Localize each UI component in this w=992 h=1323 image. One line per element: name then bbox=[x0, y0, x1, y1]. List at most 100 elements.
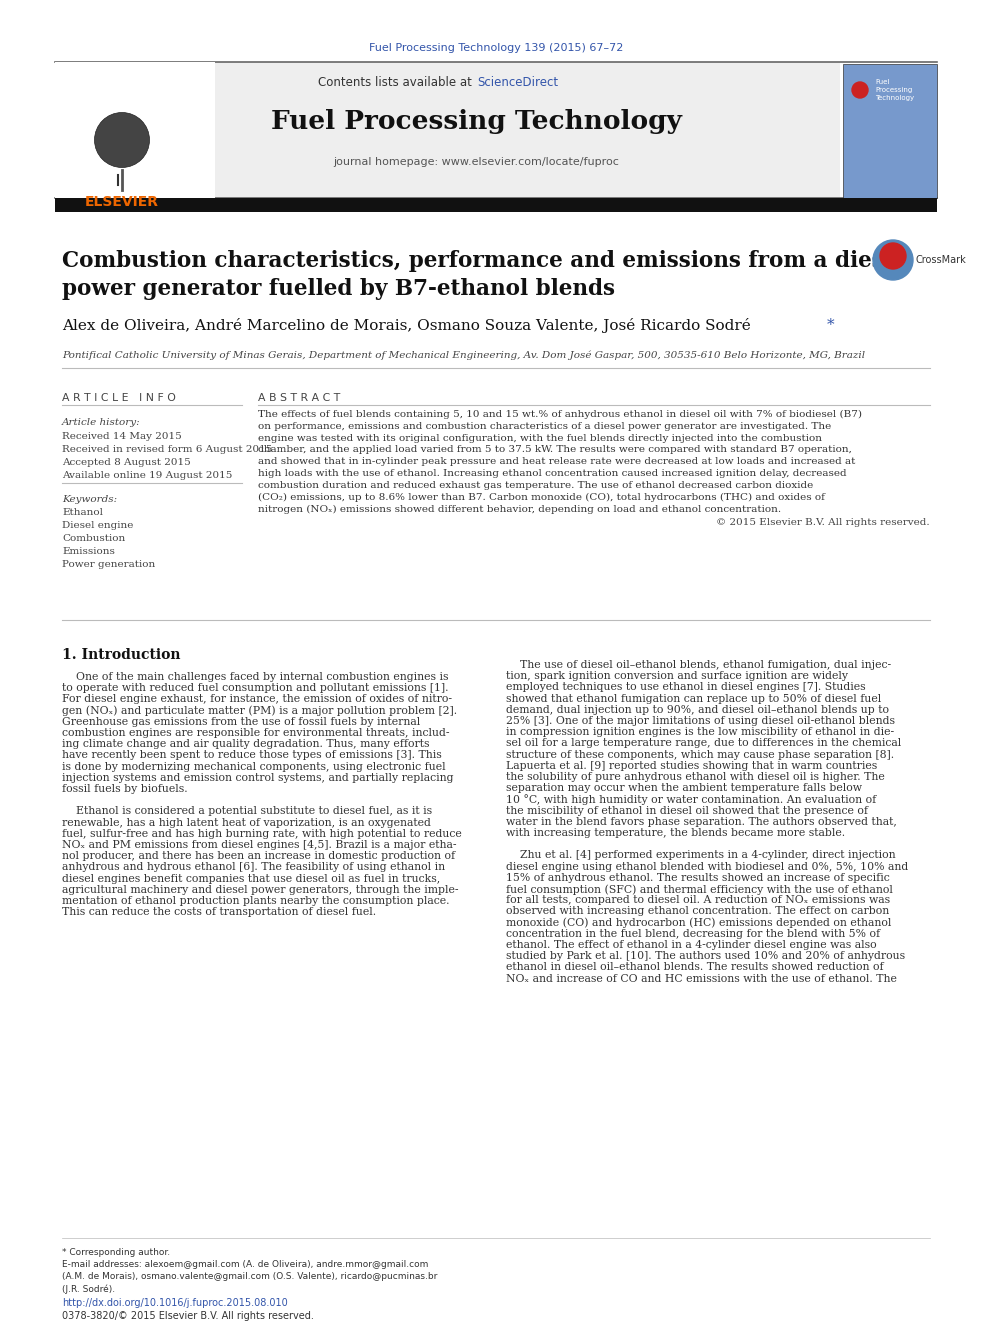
Bar bbox=[55, 62, 840, 198]
Text: © 2015 Elsevier B.V. All rights reserved.: © 2015 Elsevier B.V. All rights reserved… bbox=[716, 519, 930, 527]
Text: fuel consumption (SFC) and thermal efficiency with the use of ethanol: fuel consumption (SFC) and thermal effic… bbox=[506, 884, 893, 894]
Text: diesel engine using ethanol blended with biodiesel and 0%, 5%, 10% and: diesel engine using ethanol blended with… bbox=[506, 861, 909, 872]
Text: Combustion characteristics, performance and emissions from a diesel: Combustion characteristics, performance … bbox=[62, 250, 906, 273]
Circle shape bbox=[880, 243, 906, 269]
Text: tion, spark ignition conversion and surface ignition are widely: tion, spark ignition conversion and surf… bbox=[506, 671, 848, 681]
Text: agricultural machinery and diesel power generators, through the imple-: agricultural machinery and diesel power … bbox=[62, 885, 458, 894]
Text: 10 °C, with high humidity or water contamination. An evaluation of: 10 °C, with high humidity or water conta… bbox=[506, 794, 876, 806]
Text: Ethanol: Ethanol bbox=[62, 508, 103, 517]
Text: The use of diesel oil–ethanol blends, ethanol fumigation, dual injec-: The use of diesel oil–ethanol blends, et… bbox=[506, 660, 891, 669]
Text: For diesel engine exhaust, for instance, the emission of oxides of nitro-: For diesel engine exhaust, for instance,… bbox=[62, 695, 452, 704]
Text: ing climate change and air quality degradation. Thus, many efforts: ing climate change and air quality degra… bbox=[62, 740, 430, 749]
Text: fuel, sulfur-free and has high burning rate, with high potential to reduce: fuel, sulfur-free and has high burning r… bbox=[62, 828, 461, 839]
Text: engine was tested with its original configuration, with the fuel blends directly: engine was tested with its original conf… bbox=[258, 434, 822, 443]
Circle shape bbox=[852, 82, 868, 98]
Text: nitrogen (NOₓ) emissions showed different behavior, depending on load and ethano: nitrogen (NOₓ) emissions showed differen… bbox=[258, 504, 781, 513]
Text: (CO₂) emissions, up to 8.6% lower than B7. Carbon monoxide (CO), total hydrocarb: (CO₂) emissions, up to 8.6% lower than B… bbox=[258, 492, 825, 501]
Text: Accepted 8 August 2015: Accepted 8 August 2015 bbox=[62, 458, 190, 467]
Text: have recently been spent to reduce those types of emissions [3]. This: have recently been spent to reduce those… bbox=[62, 750, 441, 761]
Text: chamber, and the applied load varied from 5 to 37.5 kW. The results were compare: chamber, and the applied load varied fro… bbox=[258, 446, 852, 454]
Text: Ethanol is considered a potential substitute to diesel fuel, as it is: Ethanol is considered a potential substi… bbox=[62, 807, 433, 816]
Text: ethanol in diesel oil–ethanol blends. The results showed reduction of: ethanol in diesel oil–ethanol blends. Th… bbox=[506, 962, 884, 972]
Text: Fuel Processing Technology 139 (2015) 67–72: Fuel Processing Technology 139 (2015) 67… bbox=[369, 44, 623, 53]
Text: ELSEVIER: ELSEVIER bbox=[85, 194, 159, 209]
Text: renewable, has a high latent heat of vaporization, is an oxygenated: renewable, has a high latent heat of vap… bbox=[62, 818, 431, 828]
Text: Received 14 May 2015: Received 14 May 2015 bbox=[62, 433, 182, 441]
Text: Greenhouse gas emissions from the use of fossil fuels by internal: Greenhouse gas emissions from the use of… bbox=[62, 717, 421, 726]
Text: (A.M. de Morais), osmano.valente@gmail.com (O.S. Valente), ricardo@pucminas.br: (A.M. de Morais), osmano.valente@gmail.c… bbox=[62, 1271, 437, 1281]
Text: Emissions: Emissions bbox=[62, 546, 115, 556]
Text: diesel engines benefit companies that use diesel oil as fuel in trucks,: diesel engines benefit companies that us… bbox=[62, 873, 440, 884]
Text: nol producer, and there has been an increase in domestic production of: nol producer, and there has been an incr… bbox=[62, 851, 455, 861]
Text: http://dx.doi.org/10.1016/j.fuproc.2015.08.010: http://dx.doi.org/10.1016/j.fuproc.2015.… bbox=[62, 1298, 288, 1308]
Text: the solubility of pure anhydrous ethanol with diesel oil is higher. The: the solubility of pure anhydrous ethanol… bbox=[506, 773, 885, 782]
Text: Power generation: Power generation bbox=[62, 560, 156, 569]
Text: *: * bbox=[827, 318, 834, 332]
Text: injection systems and emission control systems, and partially replacing: injection systems and emission control s… bbox=[62, 773, 453, 783]
Text: NOₓ and increase of CO and HC emissions with the use of ethanol. The: NOₓ and increase of CO and HC emissions … bbox=[506, 974, 897, 983]
Text: studied by Park et al. [10]. The authors used 10% and 20% of anhydrous: studied by Park et al. [10]. The authors… bbox=[506, 951, 905, 962]
Text: for all tests, compared to diesel oil. A reduction of NOₓ emissions was: for all tests, compared to diesel oil. A… bbox=[506, 896, 890, 905]
Text: NOₓ and PM emissions from diesel engines [4,5]. Brazil is a major etha-: NOₓ and PM emissions from diesel engines… bbox=[62, 840, 456, 849]
Text: The effects of fuel blends containing 5, 10 and 15 wt.% of anhydrous ethanol in : The effects of fuel blends containing 5,… bbox=[258, 410, 862, 419]
Text: separation may occur when the ambient temperature falls below: separation may occur when the ambient te… bbox=[506, 783, 862, 794]
Text: with increasing temperature, the blends became more stable.: with increasing temperature, the blends … bbox=[506, 828, 845, 837]
Text: 25% [3]. One of the major limitations of using diesel oil-ethanol blends: 25% [3]. One of the major limitations of… bbox=[506, 716, 895, 726]
Text: power generator fuelled by B7-ethanol blends: power generator fuelled by B7-ethanol bl… bbox=[62, 278, 615, 300]
Text: Contents lists available at: Contents lists available at bbox=[318, 75, 476, 89]
Text: water in the blend favors phase separation. The authors observed that,: water in the blend favors phase separati… bbox=[506, 816, 897, 827]
Text: Fuel Processing Technology: Fuel Processing Technology bbox=[271, 110, 682, 135]
Text: anhydrous and hydrous ethanol [6]. The feasibility of using ethanol in: anhydrous and hydrous ethanol [6]. The f… bbox=[62, 863, 445, 872]
Text: combustion engines are responsible for environmental threats, includ-: combustion engines are responsible for e… bbox=[62, 728, 449, 738]
Bar bbox=[55, 198, 937, 212]
Text: Fuel
Processing
Technology: Fuel Processing Technology bbox=[875, 79, 914, 101]
Text: Pontifical Catholic University of Minas Gerais, Department of Mechanical Enginee: Pontifical Catholic University of Minas … bbox=[62, 351, 865, 360]
Text: observed with increasing ethanol concentration. The effect on carbon: observed with increasing ethanol concent… bbox=[506, 906, 889, 917]
Text: the miscibility of ethanol in diesel oil showed that the presence of: the miscibility of ethanol in diesel oil… bbox=[506, 806, 868, 815]
Text: CrossMark: CrossMark bbox=[915, 255, 966, 265]
Text: Available online 19 August 2015: Available online 19 August 2015 bbox=[62, 471, 232, 480]
Text: Received in revised form 6 August 2015: Received in revised form 6 August 2015 bbox=[62, 445, 273, 454]
Text: Lapuerta et al. [9] reported studies showing that in warm countries: Lapuerta et al. [9] reported studies sho… bbox=[506, 761, 877, 771]
Text: sel oil for a large temperature range, due to differences in the chemical: sel oil for a large temperature range, d… bbox=[506, 738, 902, 749]
Text: monoxide (CO) and hydrocarbon (HC) emissions depended on ethanol: monoxide (CO) and hydrocarbon (HC) emiss… bbox=[506, 918, 892, 929]
Text: mentation of ethanol production plants nearby the consumption place.: mentation of ethanol production plants n… bbox=[62, 896, 449, 906]
Bar bbox=[55, 62, 215, 198]
Circle shape bbox=[873, 239, 913, 280]
Text: fossil fuels by biofuels.: fossil fuels by biofuels. bbox=[62, 785, 187, 794]
Text: combustion duration and reduced exhaust gas temperature. The use of ethanol decr: combustion duration and reduced exhaust … bbox=[258, 480, 813, 490]
Text: on performance, emissions and combustion characteristics of a diesel power gener: on performance, emissions and combustion… bbox=[258, 422, 831, 431]
Text: in compression ignition engines is the low miscibility of ethanol in die-: in compression ignition engines is the l… bbox=[506, 728, 894, 737]
Text: 0378-3820/© 2015 Elsevier B.V. All rights reserved.: 0378-3820/© 2015 Elsevier B.V. All right… bbox=[62, 1311, 313, 1320]
Text: A R T I C L E   I N F O: A R T I C L E I N F O bbox=[62, 393, 176, 404]
Text: and showed that in in-cylinder peak pressure and heat release rate were decrease: and showed that in in-cylinder peak pres… bbox=[258, 458, 855, 466]
Text: ScienceDirect: ScienceDirect bbox=[477, 75, 558, 89]
Text: ethanol. The effect of ethanol in a 4-cylinder diesel engine was also: ethanol. The effect of ethanol in a 4-cy… bbox=[506, 941, 877, 950]
Bar bbox=[843, 64, 937, 198]
Text: structure of these components, which may cause phase separation [8].: structure of these components, which may… bbox=[506, 750, 894, 759]
Text: gen (NOₓ) and particulate matter (PM) is a major pollution problem [2].: gen (NOₓ) and particulate matter (PM) is… bbox=[62, 705, 457, 716]
Text: One of the main challenges faced by internal combustion engines is: One of the main challenges faced by inte… bbox=[62, 672, 448, 681]
Text: This can reduce the costs of transportation of diesel fuel.: This can reduce the costs of transportat… bbox=[62, 908, 376, 917]
Text: employed techniques to use ethanol in diesel engines [7]. Studies: employed techniques to use ethanol in di… bbox=[506, 683, 866, 692]
Text: Combustion: Combustion bbox=[62, 534, 125, 542]
Text: 15% of anhydrous ethanol. The results showed an increase of specific: 15% of anhydrous ethanol. The results sh… bbox=[506, 873, 890, 882]
Text: Diesel engine: Diesel engine bbox=[62, 521, 133, 531]
Text: * Corresponding author.: * Corresponding author. bbox=[62, 1248, 170, 1257]
Text: Zhu et al. [4] performed experiments in a 4-cylinder, direct injection: Zhu et al. [4] performed experiments in … bbox=[506, 851, 896, 860]
Text: to operate with reduced fuel consumption and pollutant emissions [1].: to operate with reduced fuel consumption… bbox=[62, 683, 448, 693]
Text: E-mail addresses: alexoem@gmail.com (A. de Oliveira), andre.mmor@gmail.com: E-mail addresses: alexoem@gmail.com (A. … bbox=[62, 1259, 429, 1269]
Text: Alex de Oliveira, André Marcelino de Morais, Osmano Souza Valente, José Ricardo : Alex de Oliveira, André Marcelino de Mor… bbox=[62, 318, 756, 333]
Text: 1. Introduction: 1. Introduction bbox=[62, 648, 181, 662]
Text: Keywords:: Keywords: bbox=[62, 495, 117, 504]
Text: journal homepage: www.elsevier.com/locate/fuproc: journal homepage: www.elsevier.com/locat… bbox=[333, 157, 619, 167]
Text: concentration in the fuel blend, decreasing for the blend with 5% of: concentration in the fuel blend, decreas… bbox=[506, 929, 880, 939]
Text: A B S T R A C T: A B S T R A C T bbox=[258, 393, 340, 404]
Text: showed that ethanol fumigation can replace up to 50% of diesel fuel: showed that ethanol fumigation can repla… bbox=[506, 693, 881, 704]
Text: (J.R. Sodré).: (J.R. Sodré). bbox=[62, 1285, 115, 1294]
Text: demand, dual injection up to 90%, and diesel oil–ethanol blends up to: demand, dual injection up to 90%, and di… bbox=[506, 705, 889, 714]
Text: high loads with the use of ethanol. Increasing ethanol concentration caused incr: high loads with the use of ethanol. Incr… bbox=[258, 468, 846, 478]
Text: is done by modernizing mechanical components, using electronic fuel: is done by modernizing mechanical compon… bbox=[62, 762, 445, 771]
Text: Article history:: Article history: bbox=[62, 418, 141, 427]
Ellipse shape bbox=[94, 112, 150, 168]
